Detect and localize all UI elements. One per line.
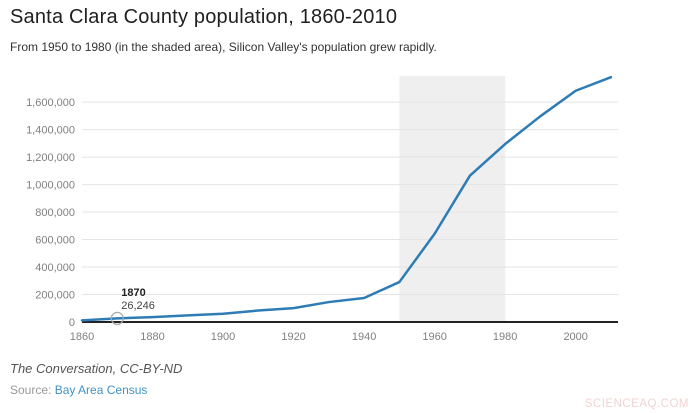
x-axis-tick-label: 2000 xyxy=(563,331,587,343)
y-axis-tick-label: 600,000 xyxy=(35,235,75,247)
watermark-text: SCIENCEAQ.COM xyxy=(584,398,689,410)
x-axis-tick-label: 1880 xyxy=(140,331,164,343)
source-line: Source: Bay Area Census xyxy=(10,383,147,397)
attribution-text: The Conversation, CC-BY-ND xyxy=(10,361,183,376)
y-axis-tick-label: 200,000 xyxy=(35,290,75,302)
shaded-region xyxy=(399,76,506,322)
y-axis-tick-label: 0 xyxy=(69,317,75,329)
annotation-value-label: 26,246 xyxy=(121,300,155,312)
x-axis-tick-label: 1860 xyxy=(70,331,94,343)
x-axis-tick-label: 1920 xyxy=(281,331,305,343)
y-axis-tick-label: 1,600,000 xyxy=(26,97,75,109)
x-axis-tick-label: 1980 xyxy=(493,331,517,343)
x-axis-tick-label: 1940 xyxy=(352,331,376,343)
annotation-marker-circle xyxy=(110,311,124,326)
population-line-chart: 0 200,000 400,000 600,000 800,000 1,000,000 1,… xyxy=(26,75,618,343)
x-axis-tick-label: 1960 xyxy=(422,331,446,343)
source-link[interactable]: Bay Area Census xyxy=(54,383,148,397)
y-axis-tick-label: 1,200,000 xyxy=(26,152,75,164)
y-axis-tick-label: 400,000 xyxy=(35,262,75,274)
annotation-year-label: 1870 xyxy=(121,287,145,299)
source-prefix-label: Source: xyxy=(10,383,55,397)
y-axis-tick-label: 800,000 xyxy=(35,207,75,219)
chart-subtitle: From 1950 to 1980 (in the shaded area), … xyxy=(10,40,437,54)
population-series-line xyxy=(80,75,613,322)
x-axis-tick-label: 1900 xyxy=(211,331,235,343)
y-axis-tick-label: 1,000,000 xyxy=(26,180,75,192)
page-title: Santa Clara County population, 1860-2010 xyxy=(10,6,398,28)
y-axis-tick-label: 1,400,000 xyxy=(26,125,75,137)
